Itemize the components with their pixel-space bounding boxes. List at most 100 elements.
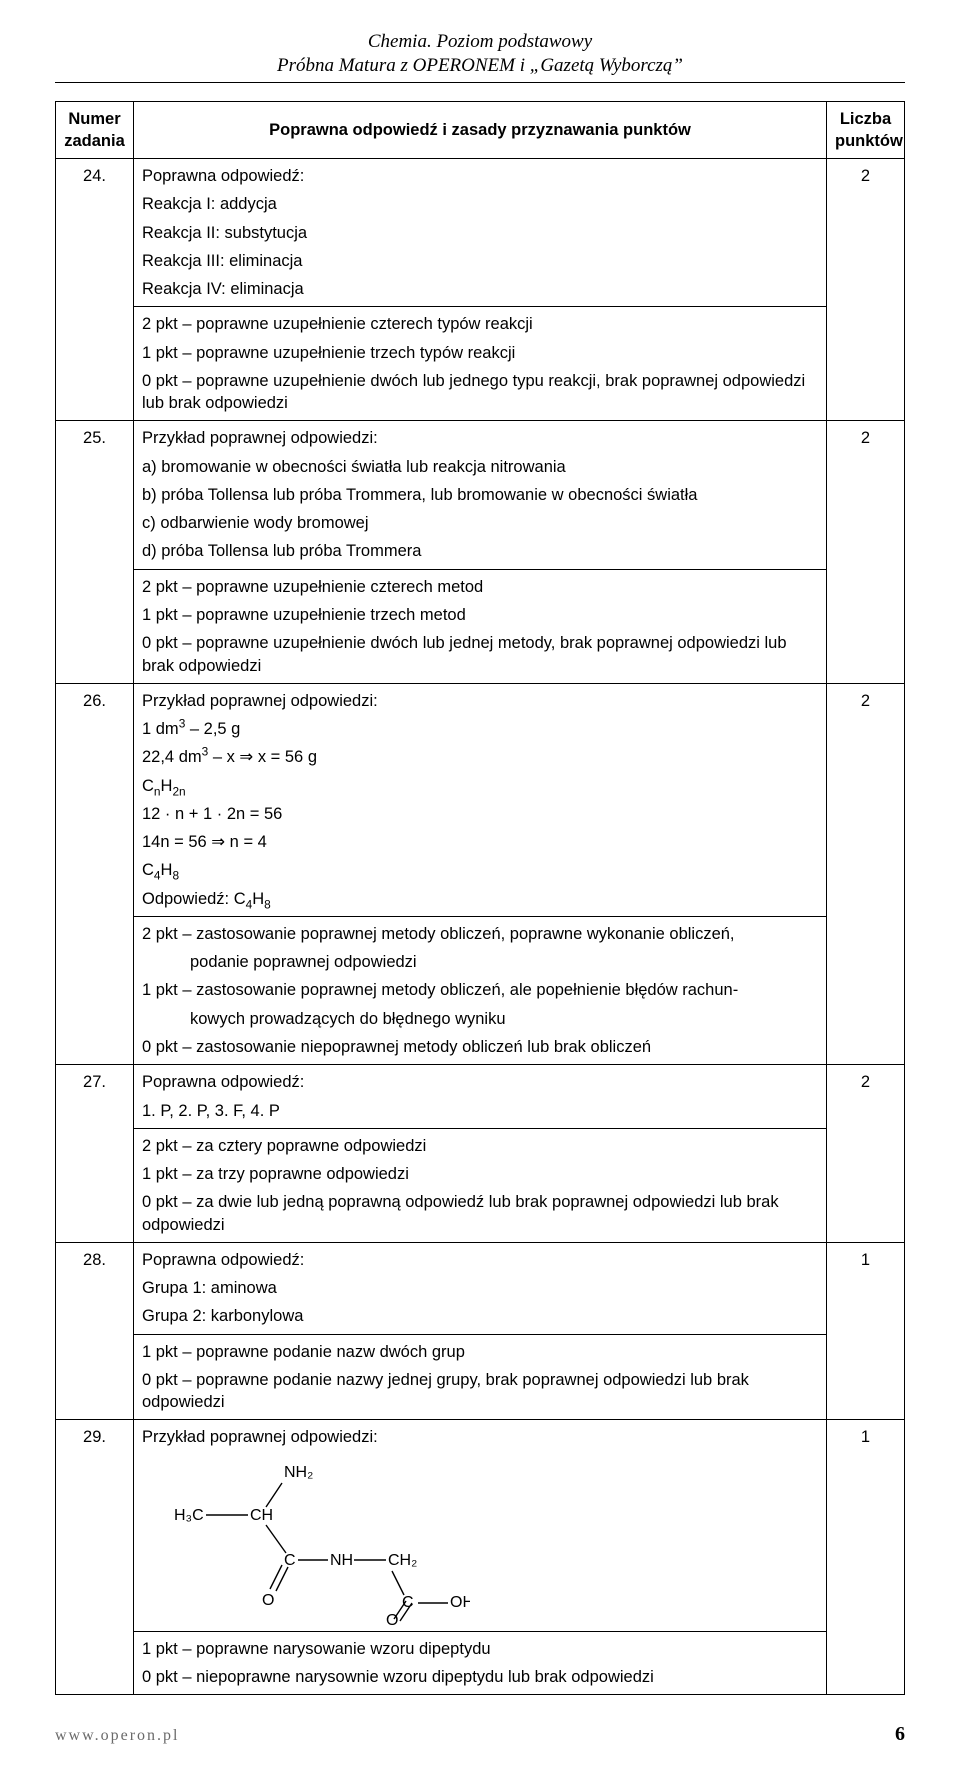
answer-line: 22,4 dm3 – x ⇒ x = 56 g bbox=[142, 746, 818, 768]
table-row: 26. Przykład poprawnej odpowiedzi: 1 dm3… bbox=[56, 683, 905, 1064]
scoring-line: 0 pkt – zastosowanie niepoprawnej metody… bbox=[142, 1036, 818, 1058]
task-answer: Przykład poprawnej odpowiedzi: bbox=[134, 1420, 827, 1695]
answer-line: Reakcja II: substytucja bbox=[142, 222, 818, 244]
section-separator bbox=[134, 569, 826, 570]
text: – x ⇒ x = 56 g bbox=[208, 748, 317, 766]
answer-line: b) próba Tollensa lub próba Trommera, lu… bbox=[142, 484, 818, 506]
table-row: 27. Poprawna odpowiedź: 1. P, 2. P, 3. F… bbox=[56, 1065, 905, 1243]
chem-label: NH bbox=[330, 1552, 353, 1569]
sub: n bbox=[154, 784, 161, 798]
header-line-2: Próbna Matura z OPERONEM i „Gazetą Wybor… bbox=[55, 54, 905, 78]
answer-line: Grupa 2: karbonylowa bbox=[142, 1305, 818, 1327]
scoring-line: 0 pkt – za dwie lub jedną poprawną odpow… bbox=[142, 1191, 818, 1236]
task-number: 24. bbox=[56, 159, 134, 421]
answer-line: 14n = 56 ⇒ n = 4 bbox=[142, 831, 818, 853]
table-header-row: Numer zadania Poprawna odpowiedź i zasad… bbox=[56, 101, 905, 159]
answer-line: 1. P, 2. P, 3. F, 4. P bbox=[142, 1100, 818, 1122]
task-number: 25. bbox=[56, 421, 134, 683]
text: Odpowiedź: C bbox=[142, 890, 246, 908]
answer-intro: Przykład poprawnej odpowiedzi: bbox=[142, 690, 818, 712]
scoring-line: 1 pkt – poprawne uzupełnienie trzech typ… bbox=[142, 342, 818, 364]
scoring-line: 0 pkt – niepoprawne narysownie wzoru dip… bbox=[142, 1666, 818, 1688]
chem-label: NH₂ bbox=[284, 1464, 313, 1481]
answer-intro: Poprawna odpowiedź: bbox=[142, 165, 818, 187]
section-separator bbox=[134, 1334, 826, 1335]
chem-label: C bbox=[284, 1552, 296, 1569]
task-points: 2 bbox=[827, 683, 905, 1064]
text: 1 dm bbox=[142, 720, 179, 738]
col-header-pts: Liczba punktów bbox=[827, 101, 905, 159]
sub: 4 bbox=[154, 869, 161, 883]
answer-intro: Przykład poprawnej odpowiedzi: bbox=[142, 1426, 818, 1448]
page-header: Chemia. Poziom podstawowy Próbna Matura … bbox=[55, 30, 905, 78]
footer-url: www.operon.pl bbox=[55, 1727, 180, 1745]
section-separator bbox=[134, 306, 826, 307]
answer-line: c) odbarwienie wody bromowej bbox=[142, 512, 818, 534]
task-number: 27. bbox=[56, 1065, 134, 1243]
chem-label: CH bbox=[250, 1507, 273, 1524]
scoring-line: 2 pkt – poprawne uzupełnienie czterech m… bbox=[142, 576, 818, 598]
answer-intro: Poprawna odpowiedź: bbox=[142, 1249, 818, 1271]
answer-line: Reakcja III: eliminacja bbox=[142, 250, 818, 272]
section-separator bbox=[134, 1631, 826, 1632]
task-points: 1 bbox=[827, 1242, 905, 1420]
task-answer: Przykład poprawnej odpowiedzi: 1 dm3 – 2… bbox=[134, 683, 827, 1064]
table-row: 24. Poprawna odpowiedź: Reakcja I: addyc… bbox=[56, 159, 905, 421]
table-row: 29. Przykład poprawnej odpowiedzi: bbox=[56, 1420, 905, 1695]
scoring-line: 1 pkt – poprawne uzupełnienie trzech met… bbox=[142, 604, 818, 626]
section-separator bbox=[134, 916, 826, 917]
sub: 8 bbox=[172, 869, 179, 883]
chem-label: C bbox=[402, 1594, 414, 1611]
text: C bbox=[142, 777, 154, 795]
scoring-line: 0 pkt – poprawne uzupełnienie dwóch lub … bbox=[142, 370, 818, 415]
col-header-num: Numer zadania bbox=[56, 101, 134, 159]
table-row: 25. Przykład poprawnej odpowiedzi: a) br… bbox=[56, 421, 905, 683]
answer-intro: Poprawna odpowiedź: bbox=[142, 1071, 818, 1093]
table-row: 28. Poprawna odpowiedź: Grupa 1: aminowa… bbox=[56, 1242, 905, 1420]
answer-line: C4H8 bbox=[142, 859, 818, 881]
page: Chemia. Poziom podstawowy Próbna Matura … bbox=[0, 0, 960, 1766]
scoring-line: 0 pkt – poprawne podanie nazwy jednej gr… bbox=[142, 1369, 818, 1414]
task-answer: Poprawna odpowiedź: Grupa 1: aminowa Gru… bbox=[134, 1242, 827, 1420]
scoring-line: 0 pkt – poprawne uzupełnienie dwóch lub … bbox=[142, 632, 818, 677]
task-number: 29. bbox=[56, 1420, 134, 1695]
answer-line: d) próba Tollensa lub próba Trommera bbox=[142, 540, 818, 562]
task-number: 28. bbox=[56, 1242, 134, 1420]
header-line-1: Chemia. Poziom podstawowy bbox=[55, 30, 905, 54]
answer-line: Odpowiedź: C4H8 bbox=[142, 888, 818, 910]
scoring-line: 2 pkt – poprawne uzupełnienie czterech t… bbox=[142, 313, 818, 335]
chem-label: O bbox=[386, 1612, 398, 1625]
page-footer: www.operon.pl 6 bbox=[55, 1723, 905, 1746]
answer-line: Reakcja I: addycja bbox=[142, 193, 818, 215]
text: H bbox=[252, 890, 264, 908]
scoring-line: podanie poprawnej odpowiedzi bbox=[142, 951, 818, 973]
text: H bbox=[161, 777, 173, 795]
answer-line: Reakcja IV: eliminacja bbox=[142, 278, 818, 300]
footer-page-number: 6 bbox=[895, 1723, 905, 1746]
task-points: 1 bbox=[827, 1420, 905, 1695]
text: H bbox=[161, 861, 173, 879]
answer-line: a) bromowanie w obecności światła lub re… bbox=[142, 456, 818, 478]
sub: 2n bbox=[172, 784, 185, 798]
chem-label: OH bbox=[450, 1594, 470, 1611]
col-header-ans: Poprawna odpowiedź i zasady przyznawania… bbox=[134, 101, 827, 159]
sub: 8 bbox=[264, 897, 271, 911]
task-answer: Poprawna odpowiedź: Reakcja I: addycja R… bbox=[134, 159, 827, 421]
section-separator bbox=[134, 1128, 826, 1129]
task-points: 2 bbox=[827, 421, 905, 683]
scoring-line: 1 pkt – poprawne narysowanie wzoru dipep… bbox=[142, 1638, 818, 1660]
text: – 2,5 g bbox=[185, 720, 240, 738]
task-answer: Przykład poprawnej odpowiedzi: a) bromow… bbox=[134, 421, 827, 683]
dipeptide-structure: NH₂ H₃C CH C NH CH₂ O C OH O bbox=[170, 1455, 470, 1625]
answer-intro: Przykład poprawnej odpowiedzi: bbox=[142, 427, 818, 449]
scoring-line: kowych prowadzących do błędnego wyniku bbox=[142, 1008, 818, 1030]
answers-table: Numer zadania Poprawna odpowiedź i zasad… bbox=[55, 101, 905, 1696]
answer-line: 1 dm3 – 2,5 g bbox=[142, 718, 818, 740]
scoring-line: 1 pkt – za trzy poprawne odpowiedzi bbox=[142, 1163, 818, 1185]
chem-label: CH₂ bbox=[388, 1552, 417, 1569]
chem-label: O bbox=[262, 1592, 274, 1609]
scoring-line: 1 pkt – zastosowanie poprawnej metody ob… bbox=[142, 979, 818, 1001]
text: C bbox=[142, 861, 154, 879]
scoring-line: 2 pkt – zastosowanie poprawnej metody ob… bbox=[142, 923, 818, 945]
header-rule bbox=[55, 82, 905, 83]
